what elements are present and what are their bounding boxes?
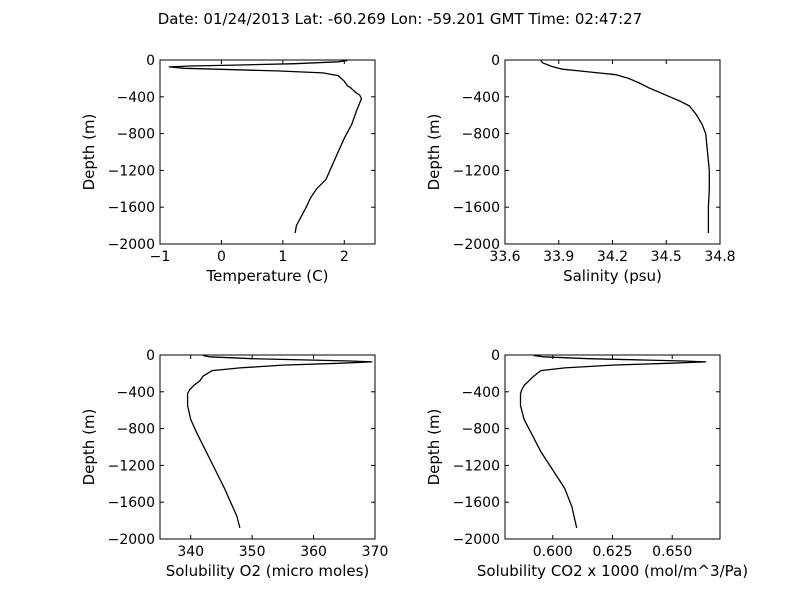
salinity-ytick-label: −1200 (453, 163, 500, 179)
salinity-ytick-label: −800 (462, 127, 500, 143)
co2-solubility-xtick-label: 0.600 (533, 544, 573, 560)
temperature-axes-frame (159, 59, 376, 245)
o2-solubility-xtick-label: 360 (300, 544, 327, 560)
temperature-xtick-label: 0 (217, 249, 226, 265)
salinity-subplot: 33.6 33.9 34.2 34.5 34.8 0 −400 −800 −1200 −1600 −… (425, 53, 736, 285)
o2-solubility-xlabel: Solubility O2 (micro moles) (166, 562, 370, 580)
salinity-ytick-label: −1600 (453, 200, 500, 216)
co2-solubility-xtick-label: 0.650 (652, 544, 692, 560)
co2-solubility-ytick-label: −1600 (453, 495, 500, 511)
salinity-xtick-label: 34.5 (651, 249, 682, 265)
temperature-ytick-label: −800 (117, 127, 155, 143)
co2-solubility-ytick-label: 0 (491, 348, 500, 364)
salinity-xtick-label: 33.6 (489, 249, 520, 265)
temperature-ytick-label: −1200 (108, 163, 155, 179)
temperature-xtick-label: −1 (150, 249, 171, 265)
o2-solubility-ytick-label: −1200 (108, 458, 155, 474)
salinity-ylabel: Depth (m) (425, 114, 443, 191)
salinity-xtick-label: 34.8 (704, 249, 735, 265)
co2-solubility-ytick-label: −400 (462, 385, 500, 401)
temperature-ytick-label: −2000 (108, 237, 155, 253)
o2-solubility-ytick-label: −800 (117, 422, 155, 438)
salinity-ytick-label: −2000 (453, 237, 500, 253)
co2-solubility-xtick-label: 0.625 (592, 544, 632, 560)
co2-solubility-ytick-label: −800 (462, 422, 500, 438)
salinity-profile-line (540, 60, 710, 233)
o2-solubility-profile-line (186, 354, 373, 529)
o2-solubility-ytick-label: −400 (117, 385, 155, 401)
temperature-xtick-label: 2 (340, 249, 349, 265)
o2-solubility-xtick-label: 370 (362, 544, 389, 560)
temperature-subplot: −1 0 1 2 0 −400 −800 −1200 −1600 −2000 Temperature… (80, 53, 376, 285)
temperature-xlabel: Temperature (C) (206, 267, 329, 285)
co2-solubility-subplot: 0.600 0.625 0.650 0 −400 −800 −1200 −1600 −2000 S… (425, 348, 748, 580)
salinity-ytick-label: −400 (462, 90, 500, 106)
temperature-ytick-label: −400 (117, 90, 155, 106)
co2-solubility-ytick-label: −2000 (453, 532, 500, 548)
o2-solubility-ytick-label: −1600 (108, 495, 155, 511)
co2-solubility-ytick-label: −1200 (453, 458, 500, 474)
salinity-ytick-label: 0 (491, 53, 500, 69)
co2-solubility-profile-line (519, 354, 707, 529)
salinity-xtick-label: 34.2 (597, 249, 628, 265)
o2-solubility-axes-frame (159, 354, 376, 540)
temperature-xtick-label: 1 (278, 249, 287, 265)
o2-solubility-ylabel: Depth (m) (80, 409, 98, 486)
co2-solubility-xlabel: Solubility CO2 x 1000 (mol/m^3/Pa) (477, 562, 748, 580)
temperature-ylabel: Depth (m) (80, 114, 98, 191)
o2-solubility-subplot: 340 350 360 370 0 −400 −800 −1200 −1600 −2000 Solu… (80, 348, 388, 580)
subplot-grid: −1 0 1 2 0 −400 −800 −1200 −1600 −2000 Temperature… (80, 53, 748, 580)
o2-solubility-xtick-label: 340 (177, 544, 204, 560)
figure-title: Date: 01/24/2013 Lat: -60.269 Lon: -59.2… (158, 10, 642, 28)
co2-solubility-ylabel: Depth (m) (425, 409, 443, 486)
salinity-xtick-label: 33.9 (543, 249, 574, 265)
o2-solubility-ytick-label: 0 (146, 348, 155, 364)
salinity-xlabel: Salinity (psu) (563, 267, 662, 285)
temperature-profile-line (168, 59, 363, 234)
o2-solubility-xtick-label: 350 (239, 544, 266, 560)
temperature-ytick-label: −1600 (108, 200, 155, 216)
o2-solubility-ytick-label: −2000 (108, 532, 155, 548)
temperature-ytick-label: 0 (146, 53, 155, 69)
